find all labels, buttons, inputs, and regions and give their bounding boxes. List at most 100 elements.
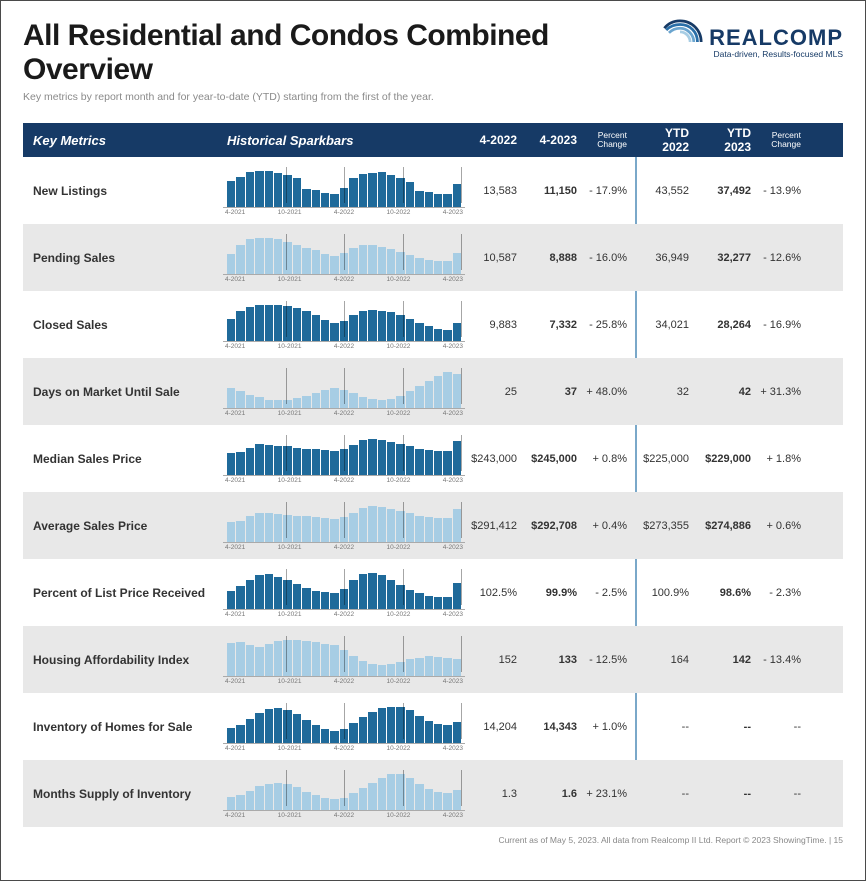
spark-bar <box>425 450 433 474</box>
metric-value: - 25.8% <box>581 319 631 331</box>
metric-value: + 1.8% <box>755 453 805 465</box>
spark-bar <box>265 305 273 341</box>
spark-bar <box>302 449 310 475</box>
spark-bar <box>330 519 338 541</box>
spark-bar <box>434 376 442 408</box>
metric-value: 7,332 <box>521 319 581 331</box>
spark-bar <box>274 783 282 810</box>
spark-bar <box>246 580 254 609</box>
spark-axis-labels: 4-202110-20214-202210-20224-2023 <box>223 543 465 551</box>
spark-bar <box>415 716 423 743</box>
spark-bar <box>312 393 320 407</box>
spark-bar <box>246 791 254 810</box>
spark-bar <box>274 400 282 407</box>
spark-bar <box>312 250 320 273</box>
spark-bar <box>425 596 433 609</box>
spark-bar <box>312 517 320 541</box>
metric-value: 102.5% <box>465 587 521 599</box>
spark-bar <box>453 253 461 274</box>
spark-bar <box>265 238 273 274</box>
spark-bar <box>415 323 423 340</box>
sparkbar-chart: 4-202110-20214-202210-20224-2023 <box>223 559 465 626</box>
spark-bar <box>453 374 461 407</box>
spark-bar <box>227 797 235 810</box>
spark-bar <box>255 575 263 608</box>
spark-bar <box>387 707 395 743</box>
spark-bar <box>387 249 395 273</box>
table-header-row: Key Metrics Historical Sparkbars 4-2022 … <box>23 123 843 157</box>
spark-bar <box>453 509 461 541</box>
metric-value: $243,000 <box>465 453 521 465</box>
spark-bar <box>453 659 461 675</box>
spark-bar <box>321 644 329 676</box>
sparkbar-chart: 4-202110-20214-202210-20224-2023 <box>223 626 465 693</box>
spark-bar <box>378 172 386 206</box>
spark-bar <box>434 451 442 474</box>
spark-bar <box>321 518 329 541</box>
spark-bar <box>274 239 282 273</box>
spark-bar <box>274 173 282 206</box>
table-row: Average Sales Price 4-202110-20214-202210… <box>23 492 843 559</box>
spark-bar <box>453 184 461 206</box>
spark-bar <box>406 590 414 609</box>
metric-value: 37,492 <box>693 185 755 197</box>
spark-bar <box>330 799 338 809</box>
metric-value: 1.6 <box>521 788 581 800</box>
spark-bar <box>359 788 367 810</box>
table-row: Pending Sales4-202110-20214-202210-20224… <box>23 224 843 291</box>
metric-value: 133 <box>521 654 581 666</box>
spark-bar <box>349 580 357 608</box>
spark-bar <box>359 174 367 206</box>
metric-value: -- <box>693 721 755 733</box>
spark-bar <box>406 255 414 274</box>
metric-value: -- <box>631 721 693 733</box>
metric-value: -- <box>755 721 805 733</box>
spark-bar <box>415 258 423 273</box>
spark-bar <box>434 724 442 743</box>
spark-bar <box>368 783 376 810</box>
metric-label: Average Sales Price <box>23 519 223 533</box>
logo-text: REALCOMP <box>709 25 843 51</box>
spark-bar <box>378 400 386 408</box>
spark-bar <box>236 795 244 809</box>
metric-value: 34,021 <box>631 319 693 331</box>
spark-bar <box>406 778 414 810</box>
spark-bar <box>387 664 395 676</box>
metric-value: 142 <box>693 654 755 666</box>
spark-bar <box>246 395 254 408</box>
spark-bar <box>236 725 244 742</box>
spark-bar <box>434 657 442 676</box>
spark-bar <box>453 722 461 743</box>
spark-bar <box>453 441 461 474</box>
report-footer: Current as of May 5, 2023. All data from… <box>23 835 843 845</box>
metric-value: + 0.6% <box>755 520 805 532</box>
spark-bar <box>255 647 263 676</box>
metric-value: + 0.4% <box>581 520 631 532</box>
table-row: Median Sales Price4-202110-20214-202210-… <box>23 425 843 492</box>
spark-bar <box>443 330 451 341</box>
spark-bar <box>387 399 395 408</box>
spark-bar <box>415 449 423 475</box>
spark-bar <box>274 514 282 541</box>
metric-value: $292,708 <box>521 520 581 532</box>
metric-value: 9,883 <box>465 319 521 331</box>
spark-bar <box>293 787 301 809</box>
sparkbar-chart: 4-202110-20214-202210-20224-2023 <box>223 492 465 559</box>
spark-bar <box>415 658 423 676</box>
spark-bar <box>425 192 433 206</box>
col-header-pctchange1: PercentChange <box>581 131 631 150</box>
metric-value: 28,264 <box>693 319 755 331</box>
spark-bar <box>434 194 442 207</box>
spark-bar <box>227 181 235 206</box>
col-header-sparkbars: Historical Sparkbars <box>223 133 465 148</box>
spark-bar <box>378 665 386 676</box>
spark-bar <box>265 574 273 608</box>
spark-bar <box>349 248 357 273</box>
metrics-table: Key Metrics Historical Sparkbars 4-2022 … <box>23 123 843 827</box>
metric-value: - 17.9% <box>581 185 631 197</box>
spark-bar <box>255 171 263 206</box>
spark-bar <box>255 238 263 273</box>
spark-bar <box>312 190 320 206</box>
brand-logo: REALCOMP Data-driven, Results-focused ML… <box>643 19 843 65</box>
spark-bar <box>443 261 451 273</box>
